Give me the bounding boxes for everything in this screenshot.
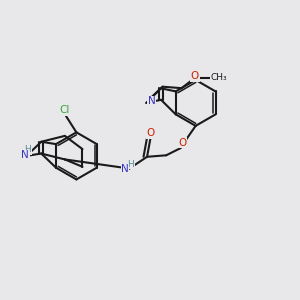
Text: O: O [146, 128, 155, 138]
Text: H: H [24, 146, 31, 154]
Text: N: N [22, 150, 29, 160]
Text: N: N [148, 96, 155, 106]
Text: H: H [128, 160, 134, 169]
Text: O: O [191, 71, 199, 81]
Text: O: O [178, 138, 187, 148]
Text: Cl: Cl [59, 105, 70, 115]
Text: N: N [121, 164, 129, 173]
Text: CH₃: CH₃ [211, 74, 227, 82]
